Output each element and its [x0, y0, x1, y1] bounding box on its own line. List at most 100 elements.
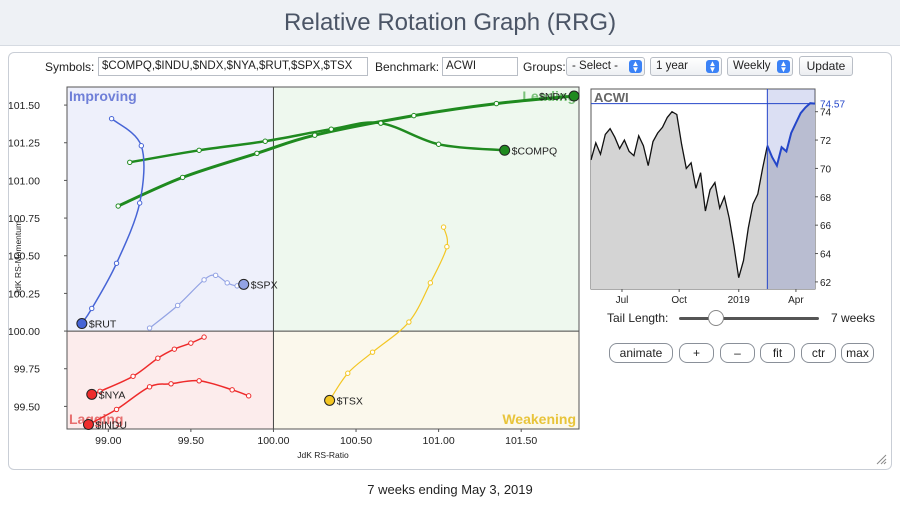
period-select-value: 1 year — [656, 60, 688, 72]
x-tick-label: 100.00 — [257, 435, 289, 447]
y-tick-label: 100.00 — [9, 326, 40, 338]
tail-point-rut — [108, 115, 115, 122]
page-title: Relative Rotation Graph (RRG) — [283, 9, 617, 36]
zoom-in-button[interactable]: + — [679, 343, 714, 363]
tail-point-nya — [171, 346, 178, 352]
tail-length-slider-handle[interactable] — [707, 310, 724, 326]
benchmark-x-tick-label: Apr — [788, 295, 804, 306]
tail-point-indu — [113, 406, 120, 413]
tail-point-compq — [127, 159, 133, 166]
x-tick-label: 99.00 — [95, 435, 121, 447]
quadrant-weakening — [273, 331, 579, 429]
tail-length-value: 7 weeks — [831, 311, 876, 325]
benchmark-y-tick-label: 62 — [820, 278, 832, 289]
tail-point-rut — [138, 143, 145, 149]
tail-point-nya — [201, 334, 207, 340]
benchmark-y-tick-label: 74 — [820, 108, 832, 119]
tail-point-nya — [130, 373, 136, 379]
tail-point-tsx — [427, 280, 434, 286]
updown-arrow-icon: ▲ ▼ — [706, 60, 719, 74]
benchmark-x-tick-label: 2019 — [728, 295, 751, 306]
groups-label: Groups: — [523, 60, 566, 74]
series-label-ndx: $NDX — [539, 91, 567, 103]
benchmark-y-tick-label: 68 — [820, 193, 832, 204]
symbols-input[interactable]: $COMPQ,$INDU,$NDX,$NYA,$RUT,$SPX,$TSX — [98, 57, 368, 76]
tail-point-indu — [229, 387, 235, 393]
head-point-indu — [82, 418, 94, 430]
tail-point-ndx — [115, 203, 121, 209]
tail-point-tsx — [345, 370, 351, 376]
tail-point-nya — [188, 340, 194, 346]
tail-point-ndx — [312, 132, 318, 138]
x-tick-label: 99.50 — [178, 435, 204, 447]
tail-point-tsx — [444, 244, 450, 250]
updown-arrow-icon: ▲ ▼ — [777, 60, 790, 74]
series-label-rut: $RUT — [89, 319, 117, 331]
y-tick-label: 101.25 — [9, 138, 40, 150]
tail-window-shade — [767, 89, 815, 289]
rrg-chart[interactable]: Improving LeadingWeakeningLagging99.5099.… — [9, 77, 589, 467]
tail-point-spx — [212, 272, 219, 279]
benchmark-y-tick-label: 70 — [820, 164, 832, 175]
benchmark-y-tick-label: 72 — [820, 136, 832, 147]
updown-arrow-icon: ▲ ▼ — [629, 60, 642, 74]
head-point-tsx — [324, 394, 336, 406]
frequency-select-value: Weekly — [733, 60, 771, 72]
tail-point-spx — [146, 325, 153, 331]
tail-point-compq — [262, 138, 268, 144]
benchmark-input[interactable]: ACWI — [442, 57, 518, 76]
tail-point-indu — [146, 384, 153, 390]
tail-point-spx — [174, 302, 181, 309]
quadrant-label-lagging: Lagging — [69, 411, 123, 427]
quadrant-lagging — [67, 331, 274, 429]
y-tick-label: 100.50 — [9, 251, 40, 263]
quadrant-leading — [273, 87, 579, 332]
y-tick-label: 100.75 — [9, 213, 40, 225]
tail-point-indu — [196, 378, 202, 384]
benchmark-x-tick-label: Oct — [671, 295, 687, 306]
plot-frame — [66, 86, 580, 430]
x-tick-label: 101.50 — [505, 435, 537, 447]
tail-point-indu — [168, 381, 174, 387]
tail-point-tsx — [406, 319, 412, 325]
y-tick-label: 100.25 — [9, 288, 40, 300]
quadrant-label-improving: Improving — [69, 88, 137, 104]
zoom-out-button[interactable]: – — [720, 343, 755, 363]
frequency-select[interactable]: Weekly ▲ ▼ — [727, 57, 793, 76]
x-tick-label: 100.50 — [340, 435, 372, 447]
benchmark-x-tick-label: Jul — [616, 295, 629, 306]
groups-select[interactable]: - Select - ▲ ▼ — [566, 57, 645, 76]
center-button[interactable]: ctr — [801, 343, 836, 363]
benchmark-tail-line — [766, 102, 816, 169]
tail-point-ndx — [254, 150, 260, 156]
y-tick-label: 99.50 — [14, 401, 40, 413]
tail-point-spx — [201, 277, 207, 283]
quadrant-improving — [67, 87, 274, 332]
tail-point-nya — [97, 388, 103, 395]
update-button[interactable]: Update — [799, 56, 853, 76]
fit-button[interactable]: fit — [760, 343, 795, 363]
series-label-indu: $INDU — [95, 419, 127, 431]
head-point-compq — [499, 144, 511, 156]
head-point-nya — [86, 388, 98, 400]
tail-point-rut — [89, 305, 95, 312]
x-tick-label: 101.00 — [423, 435, 455, 447]
series-label-compq: $COMPQ — [512, 145, 558, 157]
maximize-button[interactable]: max — [841, 343, 874, 363]
rrg-panel: Symbols: $COMPQ,$INDU,$NDX,$NYA,$RUT,$SP… — [8, 52, 892, 470]
tail-point-tsx — [440, 224, 447, 230]
resize-handle-icon[interactable] — [875, 453, 887, 465]
tail-length-label: Tail Length: — [607, 311, 669, 325]
head-point-spx — [238, 278, 250, 290]
tail-length-slider[interactable] — [679, 310, 819, 326]
benchmark-y-tick-label: 64 — [820, 250, 832, 261]
series-label-spx: $SPX — [251, 279, 278, 291]
benchmark-title: ACWI — [594, 90, 629, 105]
animate-button[interactable]: animate — [609, 343, 673, 363]
head-point-ndx — [568, 90, 580, 102]
period-select[interactable]: 1 year ▲ ▼ — [650, 57, 722, 76]
series-label-tsx: $TSX — [337, 395, 363, 407]
tail-point-indu — [245, 393, 252, 399]
benchmark-label: Benchmark: — [375, 60, 440, 74]
